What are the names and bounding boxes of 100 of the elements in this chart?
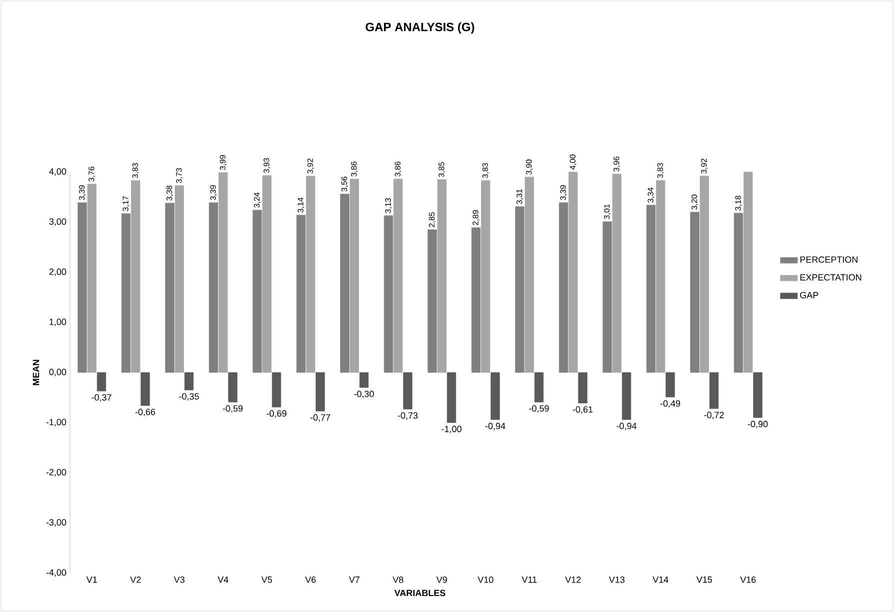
x-tick-label: V12 <box>565 576 581 583</box>
y-tick-label: 4,00 <box>49 168 66 176</box>
y-axis-title: MEAN <box>32 360 40 386</box>
data-label: 3,85 <box>438 162 446 178</box>
data-label: 3,20 <box>691 194 698 210</box>
bar <box>534 372 544 402</box>
bar <box>208 202 218 373</box>
legend-label: GAP <box>800 292 818 298</box>
bar <box>446 372 456 423</box>
bar <box>384 215 394 373</box>
data-label: 3,56 <box>341 176 348 192</box>
data-label: 3,18 <box>735 196 742 211</box>
data-label: 3,93 <box>264 158 270 174</box>
data-label: 3,13 <box>385 198 392 214</box>
data-label: 3,14 <box>298 198 304 213</box>
bar <box>252 210 262 373</box>
bar <box>656 180 666 373</box>
bar <box>490 372 500 420</box>
bar <box>690 212 700 373</box>
x-tick-label: V13 <box>608 576 624 583</box>
y-tick-label: -1,00 <box>46 418 66 426</box>
y-tick-label: -2,00 <box>46 469 66 476</box>
legend-label: EXPECTATION <box>800 274 862 281</box>
bar <box>568 172 578 373</box>
data-label: -0,30 <box>354 390 374 398</box>
bar <box>316 372 325 412</box>
x-tick-label: V15 <box>696 576 712 583</box>
x-tick-label: V3 <box>174 576 184 583</box>
bar <box>558 202 568 373</box>
data-label: -0,69 <box>266 410 286 418</box>
bar <box>612 174 622 373</box>
bar <box>96 372 106 392</box>
data-label: 3,76 <box>88 166 96 182</box>
data-label: 3,96 <box>614 156 620 172</box>
data-label: 3,86 <box>394 162 402 177</box>
bar <box>734 212 744 373</box>
x-tick-label: V7 <box>348 576 360 583</box>
bar <box>744 172 753 373</box>
x-tick-label: V11 <box>522 576 537 583</box>
bar <box>87 184 96 373</box>
bar <box>340 194 350 373</box>
chart-title: GAP ANALYSIS (G) <box>366 22 474 34</box>
data-label: 3,34 <box>648 188 654 203</box>
bar <box>359 372 369 388</box>
data-label: -0,77 <box>310 414 330 422</box>
y-tick-label: 2,00 <box>49 268 66 276</box>
data-label: 3,39 <box>210 185 217 200</box>
bar <box>700 176 709 373</box>
bar <box>262 175 272 373</box>
data-label: -0,90 <box>748 420 768 428</box>
y-tick-label: -4,00 <box>46 569 66 577</box>
data-label: 3,39 <box>560 185 567 200</box>
bar <box>524 176 534 373</box>
data-label: 3,38 <box>166 186 174 201</box>
bar <box>174 185 184 373</box>
x-tick-label: V2 <box>130 576 141 583</box>
bar <box>437 179 446 373</box>
y-tick-label: 0,00 <box>49 368 66 376</box>
bar <box>131 180 140 373</box>
data-label: -0,61 <box>572 406 593 414</box>
y-tick-label: 1,00 <box>50 318 66 326</box>
y-tick-label: 3,00 <box>49 218 66 226</box>
data-label: -0,94 <box>485 422 506 430</box>
legend-label: PERCEPTION <box>800 256 858 263</box>
data-label: 3,92 <box>701 158 708 174</box>
data-label: -0,59 <box>222 405 243 413</box>
data-label: 3,86 <box>351 162 358 177</box>
x-tick-label: V8 <box>392 576 404 583</box>
data-label: 2,89 <box>472 210 480 226</box>
bar <box>515 206 524 373</box>
data-label: 3,83 <box>132 163 139 178</box>
data-label: 3,17 <box>122 196 130 212</box>
data-label: 3,73 <box>176 168 183 184</box>
data-label: 3,39 <box>78 185 86 200</box>
bar <box>646 204 656 373</box>
data-label: 3,24 <box>254 192 261 208</box>
bar <box>272 372 282 408</box>
bar <box>753 372 762 418</box>
bar <box>350 178 359 373</box>
bar <box>602 221 612 373</box>
data-label: -0,35 <box>179 393 199 401</box>
x-tick-label: V16 <box>740 576 756 583</box>
data-label: 2,85 <box>428 212 436 228</box>
data-label: -0,37 <box>92 394 112 402</box>
data-label: -0,73 <box>398 412 418 420</box>
bar <box>622 372 632 420</box>
bar <box>666 372 675 398</box>
bar <box>140 372 150 406</box>
data-label: 3,83 <box>482 163 489 178</box>
x-tick-label: V14 <box>652 576 668 583</box>
y-tick-label: -3,00 <box>46 519 66 527</box>
data-label: -0,94 <box>616 422 636 430</box>
bar <box>218 172 228 373</box>
data-label: 4,00 <box>570 154 576 170</box>
bar <box>394 178 403 373</box>
bar <box>165 202 174 373</box>
x-tick-label: V6 <box>305 576 316 583</box>
x-tick-label: V10 <box>478 576 494 583</box>
data-label: -0,66 <box>135 408 156 416</box>
data-label: 3,01 <box>604 204 611 220</box>
